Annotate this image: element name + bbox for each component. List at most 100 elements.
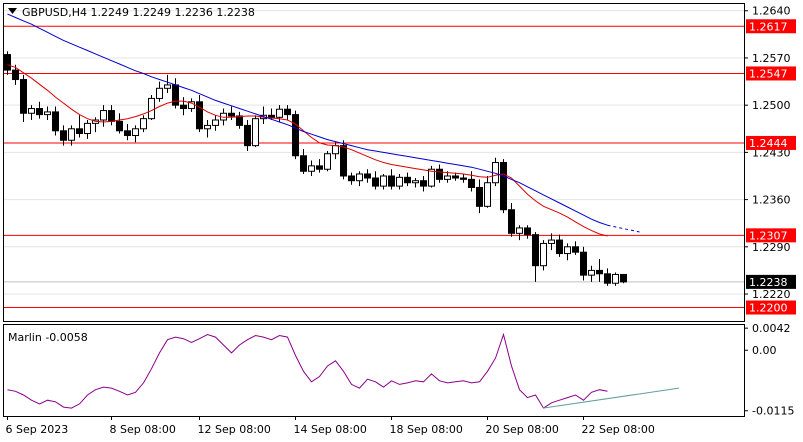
candle-body-17: [140, 118, 147, 130]
candle-body-67: [540, 242, 547, 267]
candle-body-15: [124, 130, 131, 137]
candle-body-39: [316, 165, 323, 170]
ma-slow-projection-line: [607, 224, 640, 233]
candle-body-73: [588, 269, 595, 276]
level-tag-text-1: 1.2547: [749, 67, 788, 80]
candle-35: [284, 105, 291, 121]
candle-body-5: [44, 111, 51, 116]
candle-body-50: [404, 176, 411, 184]
candle-body-6: [52, 111, 59, 132]
candle-body-60: [484, 182, 491, 207]
candle-5: [44, 106, 51, 121]
candle-71: [572, 241, 579, 255]
main-grid: [4, 10, 744, 295]
candle-62: [500, 159, 507, 214]
indicator-frame: [3, 324, 745, 417]
candle-73: [588, 265, 595, 282]
candle-48: [388, 169, 395, 190]
candle-body-64: [516, 227, 523, 234]
candle-6: [52, 106, 59, 136]
candle-body-8: [68, 128, 75, 141]
trendline: [542, 387, 680, 409]
candle-68: [548, 233, 555, 251]
candle-45: [364, 169, 371, 183]
triangle-down-icon[interactable]: [8, 8, 17, 14]
candle-body-38: [308, 165, 315, 172]
candle-body-65: [524, 227, 531, 236]
level-tag-1: [746, 66, 796, 81]
candle-70: [564, 243, 571, 261]
candle-body-4: [36, 108, 43, 116]
candle-10: [84, 120, 91, 139]
price-tick-label-1: 1.2570: [752, 52, 791, 65]
candle-body-58: [468, 178, 475, 188]
time-axis: 6 Sep 2023 8 Sep 08:00 12 Sep 08:00 14 Sep …: [6, 416, 655, 436]
candle-body-9: [76, 128, 83, 134]
candle-76: [612, 272, 619, 286]
candle-29: [236, 111, 243, 129]
candle-body-47: [380, 175, 387, 187]
candle-75: [604, 268, 611, 286]
candle-body-55: [444, 175, 451, 180]
candle-body-2: [20, 79, 27, 114]
candle-65: [524, 225, 531, 239]
candle-body-10: [84, 122, 91, 134]
candle-3: [28, 105, 35, 121]
candle-72: [580, 246, 587, 281]
candle-body-3: [28, 108, 35, 114]
indicator-title: Marlin -0.0058: [8, 331, 88, 344]
time-tick-label-5: 20 Sep 08:00: [486, 423, 559, 436]
candle-59: [476, 179, 483, 214]
candle-19: [156, 81, 163, 102]
candle-22: [180, 97, 187, 116]
marlin-line: [7, 332, 608, 409]
main-price-axis: 1.26401.25701.25001.24301.23601.22901.22…: [744, 5, 791, 301]
level-tag-3: [746, 228, 796, 243]
chart-title: GBPUSD,H4 1.2249 1.2249 1.2236 1.2238: [22, 6, 255, 19]
candle-body-13: [108, 110, 115, 122]
candle-42: [340, 140, 347, 180]
candle-40: [324, 151, 331, 172]
indicator-plot: [7, 332, 680, 409]
candle-body-35: [284, 108, 291, 116]
level-tag-text-3: 1.2307: [749, 229, 788, 242]
candle-18: [148, 95, 155, 121]
candle-49: [396, 173, 403, 190]
candle-body-7: [60, 130, 67, 141]
candle-2: [20, 74, 27, 123]
indicator-axis: 0.0042 0.00 -0.0115: [744, 322, 794, 418]
candle-body-62: [500, 162, 507, 211]
horizontal-levels: [4, 25, 744, 309]
time-tick-label-6: 22 Sep 08:00: [582, 423, 655, 436]
time-tick-label-0: 6 Sep 2023: [6, 423, 69, 436]
level-tag-0: [746, 19, 796, 34]
candle-body-59: [476, 186, 483, 207]
candle-body-22: [180, 104, 187, 110]
candle-11: [92, 117, 99, 133]
current-price-text: 1.2238: [749, 276, 788, 289]
candle-body-56: [452, 175, 459, 179]
candle-12: [100, 105, 107, 127]
candle-body-70: [564, 246, 571, 255]
candle-63: [508, 202, 515, 237]
candle-body-49: [396, 176, 403, 187]
candle-37: [300, 149, 307, 174]
candle-52: [420, 175, 427, 192]
candle-body-76: [612, 273, 619, 284]
candle-body-30: [244, 124, 251, 147]
candle-body-43: [348, 175, 355, 182]
candle-body-66: [532, 234, 539, 267]
candles[interactable]: [4, 51, 627, 286]
candle-body-26: [212, 119, 219, 126]
candle-32: [260, 106, 267, 125]
candle-body-53: [428, 168, 435, 187]
candle-body-74: [596, 269, 603, 275]
candle-64: [516, 225, 523, 241]
price-tick-label-2: 1.2500: [752, 99, 791, 112]
candle-body-41: [332, 145, 339, 155]
candle-body-42: [340, 145, 347, 177]
candle-body-63: [508, 209, 515, 234]
candle-21: [172, 78, 179, 109]
candle-31: [252, 115, 259, 147]
candle-39: [316, 159, 323, 173]
